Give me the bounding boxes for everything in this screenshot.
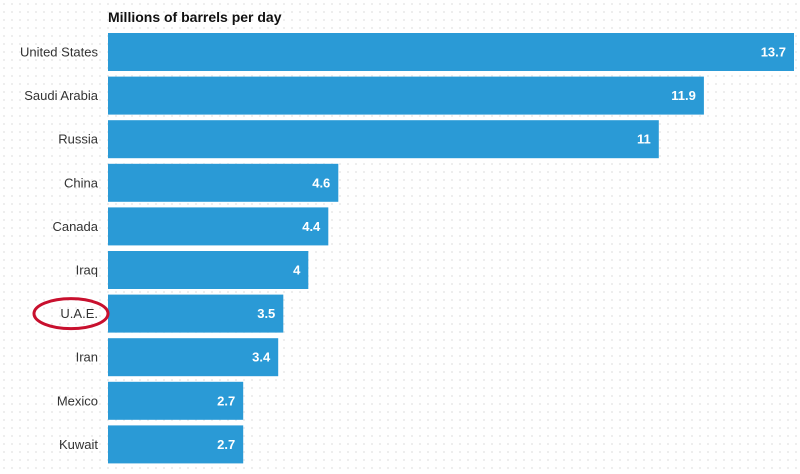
value-label-iraq: 4: [293, 263, 301, 278]
bar-canada: [108, 207, 329, 246]
value-label-kuwait: 2.7: [217, 437, 235, 452]
bar-united-states: [108, 33, 794, 71]
bar-russia: [108, 120, 659, 159]
category-label-china: China: [64, 175, 99, 190]
category-label-iran: Iran: [76, 350, 98, 365]
highlight-ellipse: [32, 297, 110, 331]
chart-title: Millions of barrels per day: [108, 9, 282, 25]
value-label-russia: 11: [637, 132, 651, 147]
category-label-saudi-arabia: Saudi Arabia: [24, 88, 98, 103]
value-label-u-a-e: 3.5: [257, 306, 275, 321]
value-label-iran: 3.4: [252, 350, 271, 365]
category-labels-group: United States Saudi Arabia Russia China Cana…: [20, 45, 99, 452]
bar-kuwait: [108, 425, 244, 464]
category-label-canada: Canada: [52, 219, 98, 234]
value-label-canada: 4.4: [302, 219, 321, 234]
category-label-u-a-e: U.A.E.: [60, 306, 98, 321]
value-labels-group: 13.7 11.9 11 4.6 4.4 4 3.5 3.4 2.7 2.7: [217, 45, 786, 452]
value-label-united-states: 13.7: [761, 45, 786, 60]
category-label-united-states: United States: [20, 45, 99, 60]
category-label-iraq: Iraq: [76, 263, 98, 278]
bar-iraq: [108, 251, 309, 289]
bars-group: [108, 33, 794, 464]
bar-china: [108, 163, 339, 202]
annotations-group: [32, 297, 110, 331]
value-label-saudi-arabia: 11.9: [671, 88, 696, 103]
category-label-russia: Russia: [58, 132, 99, 147]
bar-u-a-e: [108, 294, 284, 333]
category-label-mexico: Mexico: [57, 393, 98, 408]
value-label-china: 4.6: [312, 175, 330, 190]
bar-mexico: [108, 381, 244, 420]
bar-saudi-arabia: [108, 76, 704, 115]
bar-iran: [108, 338, 279, 377]
value-label-mexico: 2.7: [217, 393, 235, 408]
category-label-kuwait: Kuwait: [59, 437, 98, 452]
